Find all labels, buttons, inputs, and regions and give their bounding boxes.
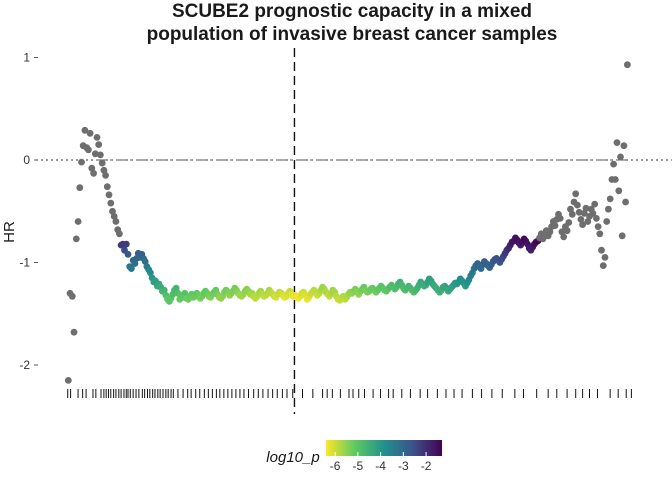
- data-point: [81, 126, 89, 134]
- chart-title-line-1: SCUBE2 prognostic capacity in a mixed: [172, 1, 532, 22]
- data-point: [598, 246, 605, 254]
- legend-ticks: -6 -5 -4 -3 -2: [330, 452, 432, 473]
- legend-tick-label: -3: [398, 459, 409, 473]
- data-point: [577, 216, 585, 223]
- data-point: [605, 205, 612, 213]
- data-point: [72, 235, 80, 243]
- data-point: [582, 204, 590, 212]
- y-axis-ticks: 1 0 -1 -2: [19, 51, 38, 372]
- data-point: [76, 184, 84, 192]
- data-point: [551, 222, 559, 230]
- data-point: [546, 228, 554, 236]
- data-point: [580, 209, 588, 217]
- data-point: [64, 377, 72, 384]
- data-point: [591, 200, 599, 208]
- data-point: [74, 218, 82, 225]
- data-point: [102, 172, 109, 179]
- data-point: [620, 142, 628, 150]
- data-point: [90, 169, 97, 177]
- legend-title: log10_p: [266, 449, 319, 466]
- data-point: [91, 150, 99, 158]
- data-point: [606, 195, 614, 203]
- data-point: [615, 187, 623, 195]
- data-point: [558, 228, 566, 236]
- data-point: [617, 153, 624, 161]
- data-point: [103, 183, 111, 191]
- data-point: [181, 289, 189, 297]
- data-point: [611, 176, 619, 183]
- data-point: [124, 250, 132, 258]
- data-point: [122, 240, 130, 248]
- data-point: [560, 233, 568, 241]
- y-tick-label: -1: [19, 256, 30, 270]
- data-point: [172, 284, 180, 292]
- data-point: [599, 262, 607, 269]
- data-point: [88, 164, 96, 172]
- data-point: [97, 151, 104, 159]
- data-point: [86, 129, 94, 137]
- data-point: [98, 159, 106, 167]
- data-point: [68, 292, 76, 300]
- data-point: [618, 232, 626, 240]
- y-axis-label: HR: [1, 221, 18, 243]
- data-point: [603, 218, 611, 225]
- rug-marks: [67, 389, 632, 398]
- data-point: [70, 328, 78, 336]
- data-point: [105, 191, 113, 199]
- data-point: [610, 160, 617, 168]
- data-point: [78, 158, 85, 166]
- data-point: [594, 223, 602, 231]
- data-point: [112, 218, 120, 225]
- data-point: [95, 141, 103, 149]
- data-point: [93, 134, 101, 141]
- data-point: [593, 215, 600, 222]
- data-point: [85, 146, 92, 154]
- chart-title-line-2: population of invasive breast cancer sam…: [147, 24, 558, 45]
- y-tick-label: 1: [23, 51, 30, 65]
- data-point: [572, 190, 580, 198]
- data-point: [613, 139, 621, 147]
- legend-tick-label: -6: [330, 459, 341, 473]
- data-point: [110, 213, 118, 220]
- legend-colorbar: [326, 440, 442, 456]
- data-point: [596, 230, 604, 238]
- data-point: [127, 265, 135, 272]
- data-point: [584, 218, 592, 225]
- data-point: [556, 215, 564, 222]
- data-point: [116, 230, 123, 238]
- legend-tick-label: -4: [375, 459, 386, 473]
- data-point: [589, 209, 597, 217]
- data-point: [141, 258, 149, 265]
- data-point: [574, 201, 581, 209]
- data-point: [563, 227, 571, 235]
- reference-lines: [36, 48, 672, 414]
- legend: log10_p -6 -5 -4 -3 -2: [266, 440, 442, 473]
- data-point: [568, 210, 576, 218]
- data-point: [575, 208, 583, 216]
- data-point: [624, 61, 631, 69]
- data-point: [579, 221, 586, 229]
- data-points: [64, 61, 631, 384]
- data-point: [565, 219, 573, 226]
- data-point: [622, 198, 629, 206]
- y-tick-label: 0: [23, 153, 30, 167]
- y-tick-label: -2: [19, 358, 30, 372]
- data-point: [107, 199, 115, 207]
- data-point: [601, 254, 609, 261]
- legend-tick-label: -2: [421, 459, 432, 473]
- legend-tick-label: -5: [353, 459, 364, 473]
- data-point: [567, 205, 574, 213]
